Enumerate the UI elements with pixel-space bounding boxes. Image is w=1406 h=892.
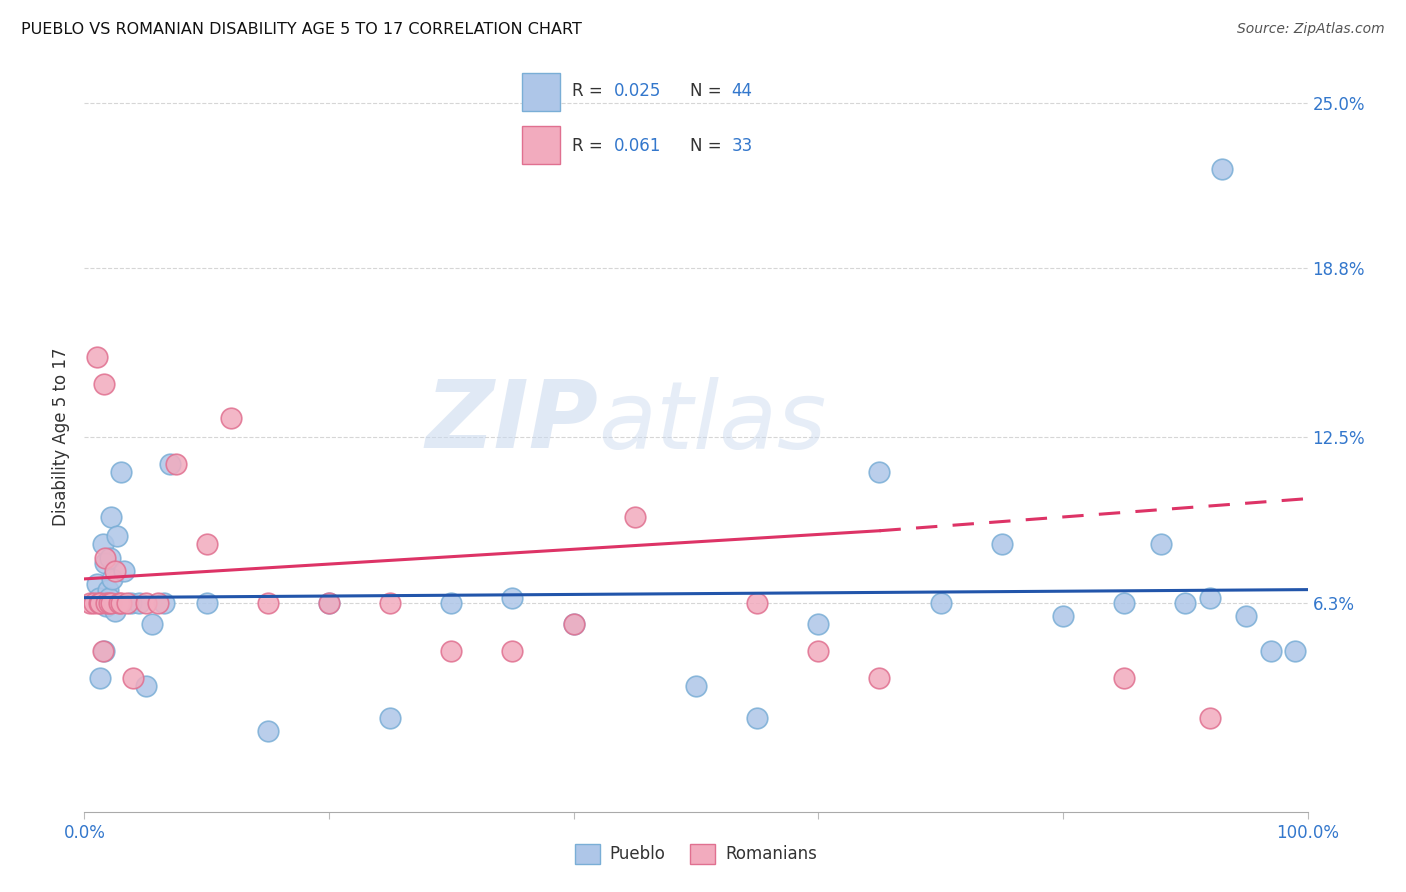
Point [97,582,120,597]
Point [502,644,524,658]
Point [97,591,120,605]
Point [93,376,115,391]
Point [1114,671,1136,685]
Point [747,711,769,725]
Text: N =: N = [690,137,727,155]
Point [98,550,121,565]
Point [100,596,122,610]
Point [1236,609,1258,624]
Text: PUEBLO VS ROMANIAN DISABILITY AGE 5 TO 17 CORRELATION CHART: PUEBLO VS ROMANIAN DISABILITY AGE 5 TO 1… [21,22,582,37]
Point [104,564,127,578]
Point [257,724,280,739]
Point [89,671,111,685]
Point [83,596,105,610]
Point [110,596,132,610]
Text: R =: R = [572,82,609,101]
Point [380,596,402,610]
Point [195,537,218,551]
Text: Source: ZipAtlas.com: Source: ZipAtlas.com [1237,22,1385,37]
Point [146,596,169,610]
Point [1052,609,1074,624]
Point [440,644,463,658]
Text: 33: 33 [731,137,754,155]
Point [1198,591,1220,605]
Point [96,599,118,613]
Text: ZIP: ZIP [425,376,598,468]
Point [562,617,585,632]
Point [153,596,176,610]
Point [502,591,524,605]
Point [104,604,127,618]
Point [747,596,769,610]
Point [257,596,280,610]
Point [869,465,891,479]
Text: 44: 44 [731,82,752,101]
Point [165,457,187,471]
Point [562,617,585,632]
Point [120,596,142,610]
Point [94,550,117,565]
Point [1114,596,1136,610]
Point [440,596,463,610]
Point [91,644,114,658]
Point [380,711,402,725]
Bar [522,73,561,112]
Point [318,596,340,610]
Point [89,596,111,610]
Point [135,596,157,610]
Bar [522,126,561,164]
Text: N =: N = [690,82,727,101]
Point [685,679,707,693]
Point [1150,537,1173,551]
Point [93,644,115,658]
Point [318,596,340,610]
Text: 0.061: 0.061 [613,137,661,155]
Point [929,596,952,610]
Point [96,596,118,610]
Point [869,671,891,685]
Point [107,596,129,610]
Text: atlas: atlas [598,376,827,467]
Point [87,596,110,610]
Point [159,457,181,471]
Text: 0.025: 0.025 [613,82,661,101]
Point [128,596,150,610]
Point [97,596,120,610]
Point [1284,644,1306,658]
Point [86,577,108,591]
Point [94,556,117,570]
Point [141,617,163,632]
Point [219,411,242,425]
Point [991,537,1014,551]
Point [135,679,157,693]
Point [624,510,647,524]
Point [115,596,138,610]
Point [110,465,132,479]
Text: R =: R = [572,137,609,155]
Point [100,510,122,524]
Point [1198,711,1220,725]
Point [87,591,110,605]
Point [112,564,135,578]
Point [91,537,114,551]
Y-axis label: Disability Age 5 to 17: Disability Age 5 to 17 [52,348,70,526]
Point [807,617,830,632]
Point [79,596,101,610]
Point [195,596,218,610]
Point [122,671,145,685]
Point [1174,596,1197,610]
Point [105,529,128,543]
Legend: Pueblo, Romanians: Pueblo, Romanians [568,838,824,871]
Point [1211,162,1233,177]
Point [101,572,124,586]
Point [807,644,830,658]
Point [1260,644,1282,658]
Point [86,350,108,364]
